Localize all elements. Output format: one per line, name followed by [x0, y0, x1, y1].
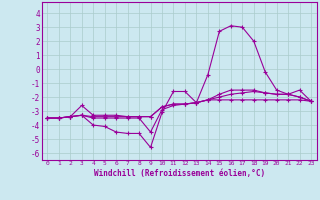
X-axis label: Windchill (Refroidissement éolien,°C): Windchill (Refroidissement éolien,°C): [94, 169, 265, 178]
